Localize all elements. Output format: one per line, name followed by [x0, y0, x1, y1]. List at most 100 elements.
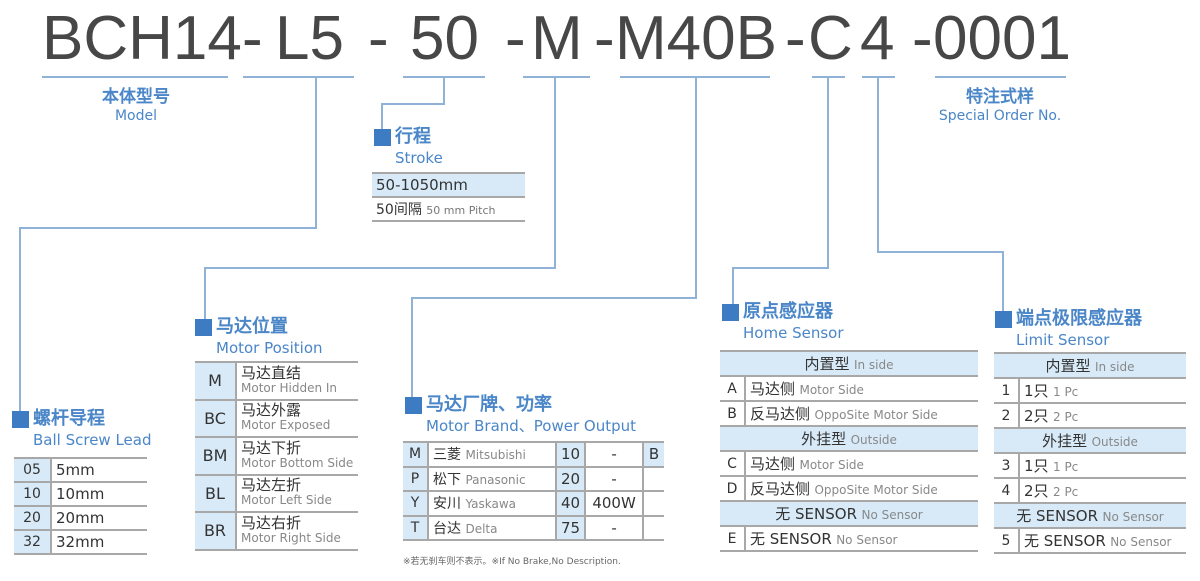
- special-label: 特注式样 Special Order No.: [900, 87, 1100, 125]
- sensor-en: OppoSite Motor Side: [814, 483, 938, 497]
- position-en: Motor Right Side: [241, 530, 341, 545]
- table-row: C 马达侧 Motor Side: [720, 451, 978, 477]
- position-en: Motor Bottom Side: [241, 455, 354, 470]
- special-label-cn: 特注式样: [966, 87, 1034, 107]
- code-segment: L5: [275, 4, 344, 73]
- stroke-pitch-cn: 50间隔: [376, 202, 422, 218]
- sensor-desc: 无 SENSOR No Sensor: [1019, 528, 1186, 554]
- group-header-row: 内置型 In side: [720, 351, 978, 377]
- sensor-en: 2 Pc: [1053, 485, 1079, 499]
- sensor-code: E: [720, 526, 746, 552]
- model-label-cn: 本体型号: [102, 87, 170, 107]
- code-segment: 0001: [933, 4, 1071, 73]
- power-code: 75: [556, 515, 587, 541]
- connector-lead: [19, 77, 317, 412]
- sensor-code: 5: [994, 528, 1020, 554]
- group-cn: 外挂型: [801, 430, 847, 448]
- table-row: BC 马达外露 Motor Exposed: [195, 399, 358, 438]
- table-row: A 马达侧 Motor Side: [720, 376, 978, 402]
- special-label-en: Special Order No.: [938, 108, 1062, 124]
- motor-brand-table: M 三菱 Mitsubishi 10- B P 松下 Panasonic 20- Y 安川 Ya…: [403, 441, 664, 541]
- code-separator: -: [912, 4, 933, 73]
- position-code: M: [195, 362, 237, 401]
- group-en: In side: [853, 358, 894, 372]
- position-cn: 马达左折: [241, 476, 302, 495]
- group-cn: 无 SENSOR: [775, 505, 858, 523]
- brand-en: Delta: [465, 521, 498, 536]
- group-cn: 内置型: [1045, 357, 1091, 375]
- stroke-title-en: Stroke: [395, 149, 443, 167]
- sensor-code: D: [720, 476, 746, 502]
- code-segment: M: [531, 4, 583, 73]
- limit-sensor-title-en: Limit Sensor: [1016, 331, 1110, 349]
- lead-code: 20: [14, 506, 52, 531]
- sensor-en: Motor Side: [799, 458, 864, 472]
- connector-home: [732, 77, 829, 306]
- square-bullet-icon: [722, 304, 739, 321]
- sensor-desc: 1只 1 Pc: [1019, 453, 1186, 479]
- code-segment: C: [808, 4, 853, 73]
- position-en: Motor Exposed: [241, 418, 331, 433]
- group-cn: 外挂型: [1042, 432, 1088, 450]
- brand-en: Mitsubishi: [465, 448, 526, 463]
- brand-name: 三菱 Mitsubishi: [428, 442, 557, 468]
- sensor-cn: 2只: [1024, 407, 1049, 425]
- power-output: -: [585, 442, 645, 468]
- connector-position: [204, 77, 556, 320]
- code-separator: -: [594, 4, 615, 73]
- sensor-en: 1 Pc: [1053, 385, 1079, 399]
- brand-en: Panasonic: [465, 472, 526, 487]
- home-sensor-title-cn: 原点感应器: [743, 301, 833, 322]
- sensor-en: OppoSite Motor Side: [814, 408, 938, 422]
- square-bullet-icon: [995, 311, 1012, 328]
- sensor-desc: 2只 2 Pc: [1019, 478, 1186, 504]
- power-code: 40: [556, 491, 587, 517]
- power-output: -: [585, 466, 645, 492]
- group-header-row: 外挂型 Outside: [994, 428, 1186, 454]
- code-segment: 4: [860, 4, 895, 73]
- sensor-code: A: [720, 376, 746, 402]
- home-sensor-table: 内置型 In side A 马达侧 Motor Side B 反马达侧 OppoSite…: [720, 350, 978, 552]
- lead-code: 10: [14, 482, 52, 507]
- position-desc: 马达下折 Motor Bottom Side: [236, 437, 358, 476]
- group-en: In side: [1094, 360, 1135, 374]
- brand-name: 安川 Yaskawa: [428, 491, 557, 517]
- code-separator: -: [242, 4, 263, 73]
- empty-cell: [643, 466, 664, 492]
- sensor-en: 2 Pc: [1053, 410, 1079, 424]
- sensor-code: B: [720, 401, 746, 427]
- stroke-range: 50-1050mm: [372, 173, 525, 198]
- power-output: -: [585, 515, 645, 541]
- motor-brand-title-cn: 马达厂牌、功率: [426, 394, 552, 415]
- group-header: 内置型 In side: [994, 353, 1186, 379]
- group-cn: 无 SENSOR: [1016, 507, 1099, 525]
- table-row: 3 1只 1 Pc: [994, 453, 1186, 479]
- sensor-cn: 反马达侧: [750, 405, 811, 423]
- table-row: 20 20mm: [14, 506, 147, 531]
- code-segment: M40B: [615, 4, 777, 73]
- connector-stroke: [381, 77, 445, 130]
- motor-brand-title-en: Motor Brand、Power Output: [426, 417, 637, 435]
- brand-en: Yaskawa: [465, 497, 516, 512]
- group-cn: 内置型: [804, 355, 850, 373]
- table-row: M 马达直结 Motor Hidden In: [195, 362, 358, 401]
- sensor-code: 2: [994, 403, 1020, 429]
- position-cn: 马达下折: [241, 438, 302, 457]
- table-row: BR 马达右折 Motor Right Side: [195, 512, 358, 551]
- sensor-cn: 马达侧: [750, 380, 796, 398]
- brake-code: B: [643, 442, 664, 468]
- group-en: Outside: [850, 433, 897, 447]
- position-cn: 马达直结: [241, 363, 302, 382]
- sensor-desc: 1只 1 Pc: [1019, 378, 1186, 404]
- sensor-en: Motor Side: [799, 383, 864, 397]
- ball-screw-title-cn: 螺杆导程: [33, 408, 105, 429]
- group-header: 无 SENSOR No Sensor: [720, 501, 978, 527]
- power-code: 10: [556, 442, 587, 468]
- position-en: Motor Left Side: [241, 493, 332, 508]
- model-label: 本体型号 Model: [60, 87, 212, 125]
- power-output: 400W: [585, 491, 645, 517]
- code-separator: -: [785, 4, 806, 73]
- group-en: No Sensor: [861, 508, 923, 522]
- square-bullet-icon: [374, 129, 391, 146]
- table-row: 32 32mm: [14, 530, 147, 555]
